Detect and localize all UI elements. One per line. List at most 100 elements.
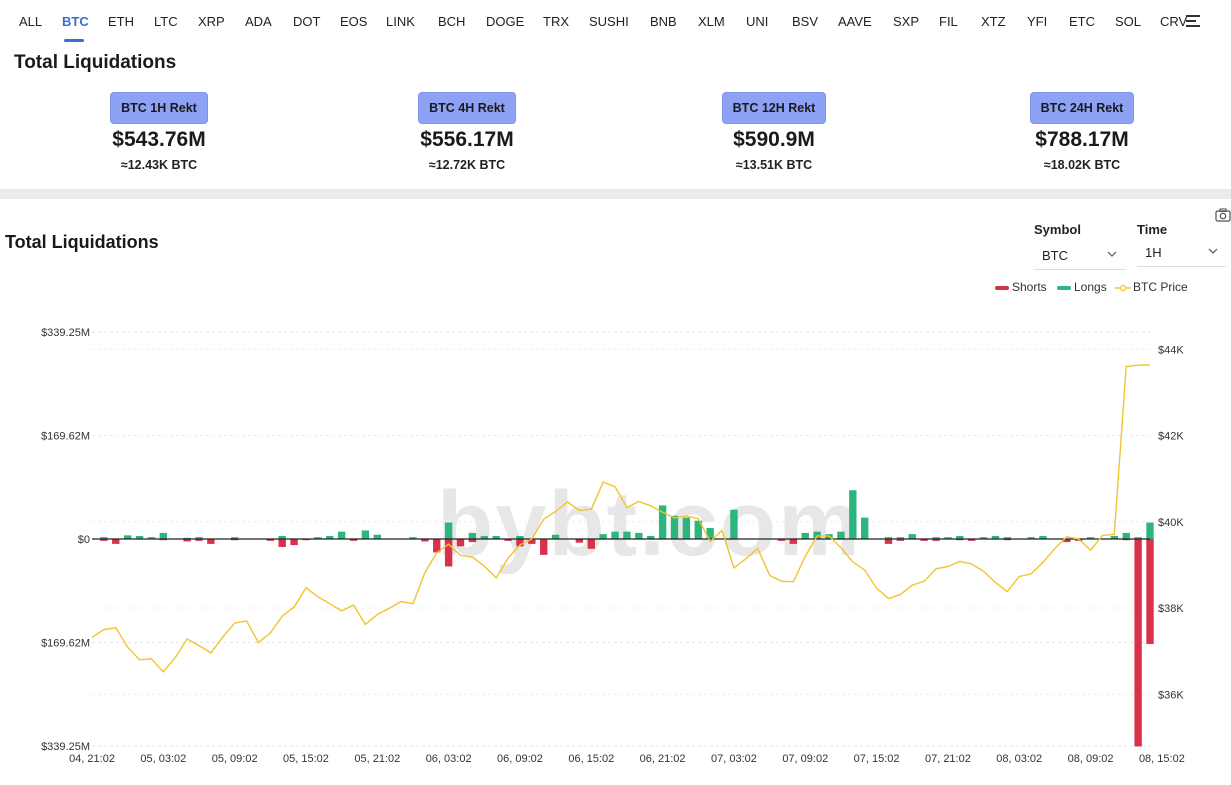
short-bar [884, 539, 893, 544]
y-right-tick-label: $38K [1158, 603, 1184, 615]
tab-eos[interactable]: EOS [340, 14, 368, 29]
time-label: Time [1137, 222, 1168, 237]
tab-sxp[interactable]: SXP [893, 14, 920, 29]
rekt-usd-value: $543.76M [112, 128, 206, 151]
tab-yfi[interactable]: YFI [1027, 14, 1048, 29]
short-bar [789, 539, 798, 544]
long-bar [1086, 537, 1095, 539]
tab-xrp[interactable]: XRP [198, 14, 225, 29]
long-bar [480, 535, 488, 539]
tab-crv[interactable]: CRV [1160, 14, 1188, 29]
long-bar [801, 532, 809, 539]
symbol-value: BTC [1042, 248, 1068, 263]
long-bar [635, 532, 643, 539]
y-left-tick-label: $169.62M [41, 638, 90, 650]
x-tick-label: 04, 21:02 [69, 753, 115, 765]
short-bar [504, 539, 512, 541]
x-tick-label: 07, 03:02 [711, 753, 757, 765]
short-bar [266, 539, 274, 541]
chevron-down-icon [1208, 248, 1218, 254]
long-bar [599, 534, 607, 539]
y-right-tick-label: $42K [1158, 431, 1184, 443]
long-bar [1003, 537, 1012, 539]
time-value: 1H [1145, 245, 1162, 260]
x-tick-label: 06, 09:02 [497, 753, 543, 765]
long-bar [516, 535, 524, 539]
time-select[interactable]: 1H [1137, 237, 1226, 267]
legend-longs-swatch [1057, 286, 1071, 290]
x-tick-label: 06, 21:02 [640, 753, 686, 765]
tab-aave[interactable]: AAVE [838, 14, 872, 29]
rekt-usd-value: $556.17M [420, 128, 514, 151]
long-bar [551, 534, 560, 539]
tab-uni[interactable]: UNI [746, 14, 769, 29]
x-tick-label: 08, 09:02 [1068, 753, 1114, 765]
tab-link[interactable]: LINK [386, 14, 415, 29]
long-bar [611, 531, 619, 539]
y-left-tick-label: $169.62M [41, 431, 90, 443]
legend-price-swatch [1115, 284, 1131, 292]
tab-all[interactable]: ALL [19, 14, 43, 29]
long-bar [944, 537, 952, 539]
tab-fil[interactable]: FIL [939, 14, 958, 29]
short-bar [1063, 539, 1071, 543]
long-bar [730, 509, 738, 539]
short-bar [183, 539, 191, 542]
rekt-usd-value: $590.9M [733, 128, 815, 151]
short-bar [896, 539, 905, 541]
tab-eth[interactable]: ETH [108, 14, 134, 29]
tab-bsv[interactable]: BSV [792, 14, 819, 29]
symbol-select[interactable]: BTC [1034, 240, 1126, 270]
long-bar [979, 537, 988, 539]
short-bar [112, 539, 120, 544]
long-bar [123, 535, 132, 539]
long-bar [195, 537, 203, 539]
short-bar [290, 539, 298, 546]
long-bar [908, 534, 916, 539]
tab-ada[interactable]: ADA [245, 14, 272, 29]
tab-doge[interactable]: DOGE [486, 14, 525, 29]
short-bar [278, 539, 286, 547]
short-bar [920, 539, 928, 541]
long-bar [147, 537, 156, 539]
tab-bch[interactable]: BCH [438, 14, 466, 29]
short-bar [540, 539, 548, 555]
legend-longs[interactable]: Longs [1074, 280, 1107, 294]
legend-btc-price[interactable]: BTC Price [1133, 280, 1188, 294]
long-bar [658, 505, 667, 539]
tab-trx[interactable]: TRX [543, 14, 569, 29]
x-tick-label: 07, 21:02 [925, 753, 971, 765]
tab-bnb[interactable]: BNB [650, 14, 677, 29]
tab-etc[interactable]: ETC [1069, 14, 1095, 29]
menu-icon[interactable] [1186, 15, 1200, 27]
camera-icon[interactable] [1215, 208, 1231, 222]
short-bar [207, 539, 215, 544]
long-bar [694, 520, 702, 539]
rekt-usd-value: $788.17M [1035, 128, 1129, 151]
long-bar [670, 515, 679, 539]
short-bar [777, 539, 786, 541]
tab-xtz[interactable]: XTZ [981, 14, 1006, 29]
rekt-card-12h: BTC 12H Rekt $590.9M ≈13.51K BTC [694, 92, 854, 172]
btc-price-line [91, 364, 1151, 673]
tab-dot[interactable]: DOT [293, 14, 321, 29]
long-bar [409, 537, 417, 539]
x-tick-label: 05, 03:02 [140, 753, 186, 765]
tab-sol[interactable]: SOL [1115, 14, 1142, 29]
tab-xlm[interactable]: XLM [698, 14, 725, 29]
legend-shorts[interactable]: Shorts [1012, 280, 1047, 294]
long-bar [492, 535, 500, 539]
long-bar [444, 522, 453, 539]
chevron-down-icon [1107, 251, 1117, 257]
long-bar [337, 531, 346, 539]
long-bar [884, 537, 893, 539]
long-bar [1027, 537, 1035, 539]
long-bar [896, 537, 905, 539]
tab-sushi[interactable]: SUSHI [589, 14, 629, 29]
tab-btc[interactable]: BTC [62, 14, 89, 29]
long-bar [468, 532, 477, 539]
long-bar [991, 535, 1000, 539]
active-tab-indicator [64, 39, 84, 42]
tab-ltc[interactable]: LTC [154, 14, 178, 29]
short-bar [444, 539, 453, 567]
